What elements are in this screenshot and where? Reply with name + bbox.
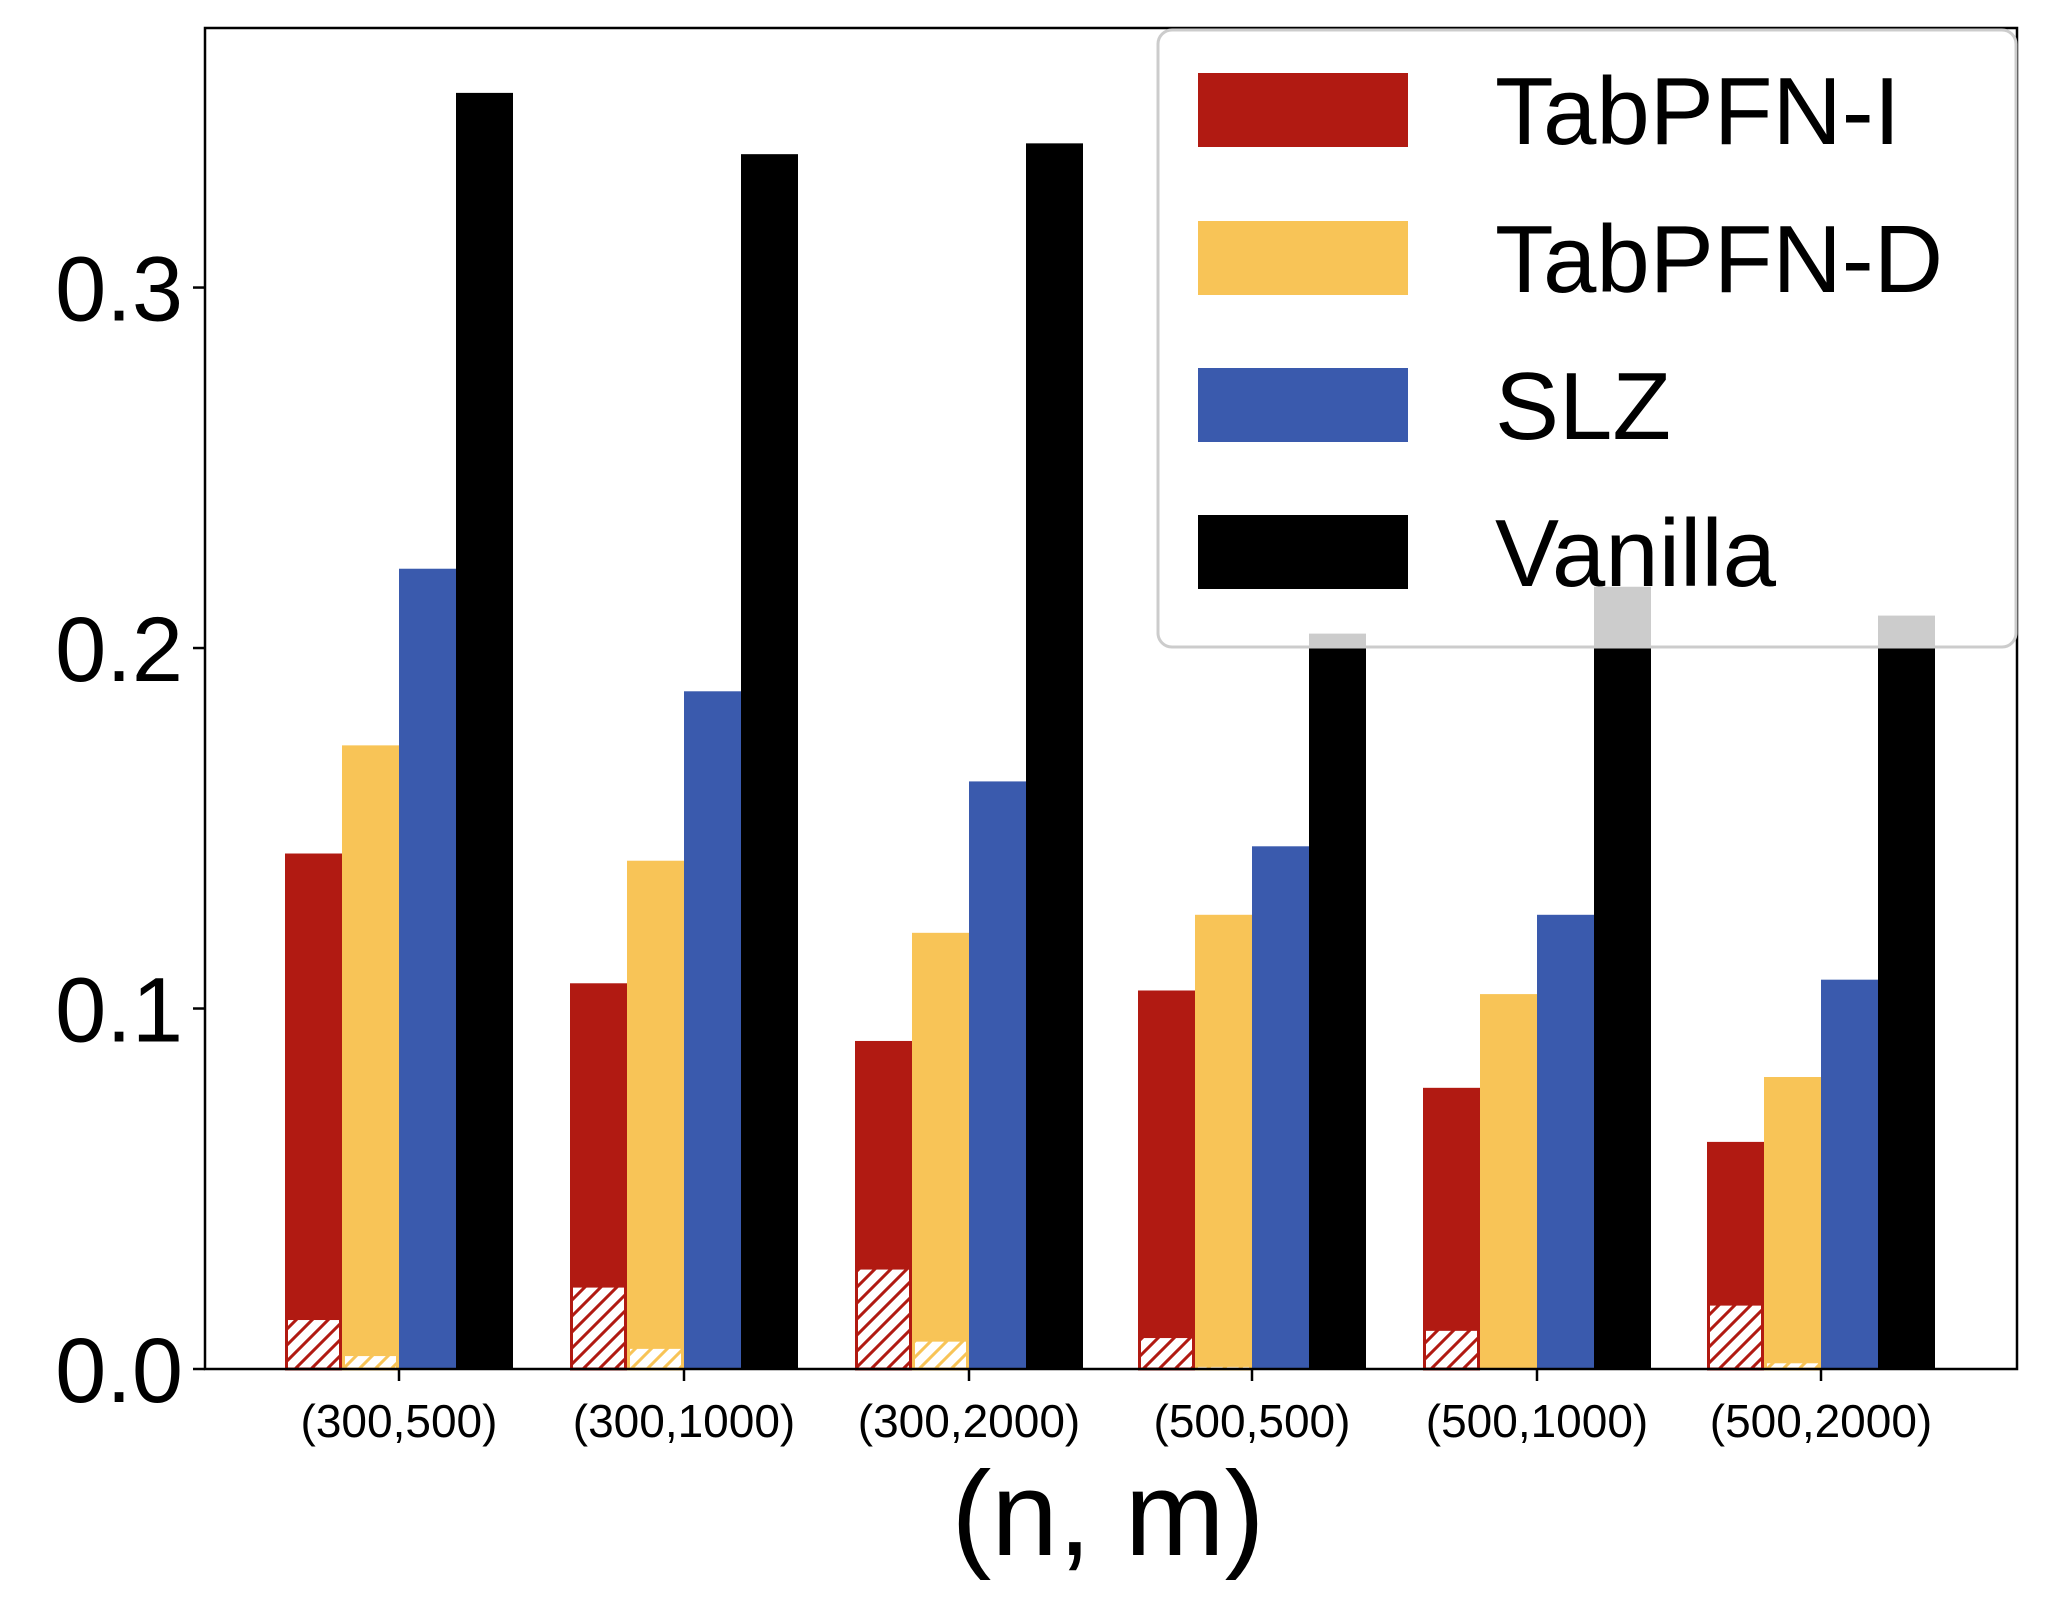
hatched-bar-tabpfn-i-4 bbox=[1138, 1335, 1195, 1371]
bar-slz-4 bbox=[1252, 846, 1309, 1369]
bar-tabpfn-d-1 bbox=[342, 745, 399, 1369]
legend-swatch-tabpfn-d bbox=[1198, 221, 1408, 295]
x-tick-label: (300,1000) bbox=[573, 1395, 796, 1447]
x-tick-label: (300,500) bbox=[301, 1395, 498, 1447]
x-tick-label: (500,1000) bbox=[1426, 1395, 1649, 1447]
legend-label-slz: SLZ bbox=[1495, 353, 1671, 460]
x-tick-label: (500,500) bbox=[1154, 1395, 1351, 1447]
y-tick-label: 0.1 bbox=[55, 960, 183, 1062]
bars-layer bbox=[285, 92, 1935, 1371]
hatched-bar-tabpfn-d-1 bbox=[342, 1353, 399, 1371]
plot-frame bbox=[203, 26, 2019, 1371]
hatched-bar-tabpfn-i-3 bbox=[855, 1266, 912, 1371]
bar-tabpfn-d-5 bbox=[1480, 994, 1537, 1369]
bar-tabpfn-d-2 bbox=[627, 860, 684, 1369]
legend-swatch-slz bbox=[1198, 368, 1408, 442]
bar-vanilla-3 bbox=[1026, 143, 1083, 1369]
legend-swatch-tabpfn-i bbox=[1198, 73, 1408, 147]
legend-box bbox=[1156, 28, 2018, 649]
x-tick-label: (500,2000) bbox=[1710, 1395, 1933, 1447]
bar-vanilla-2 bbox=[741, 154, 798, 1370]
bar-tabpfn-i-4 bbox=[1138, 990, 1195, 1369]
y-tick-label: 0.2 bbox=[55, 599, 183, 701]
bar-vanilla-1 bbox=[456, 92, 513, 1370]
hatched-bar-tabpfn-d-2 bbox=[627, 1345, 684, 1371]
hatched-bar-tabpfn-i-6 bbox=[1707, 1302, 1764, 1371]
bar-tabpfn-d-6 bbox=[1764, 1077, 1821, 1369]
bar-slz-5 bbox=[1537, 914, 1594, 1369]
axes-layer: 0.0 0.1 0.2 0.3 (300,500) (300,1000) (300,2000… bbox=[55, 26, 2019, 1447]
hatched-bar-tabpfn-i-2 bbox=[570, 1284, 627, 1371]
hatched-bar-tabpfn-i-5 bbox=[1423, 1327, 1480, 1371]
bar-slz-3 bbox=[969, 781, 1026, 1369]
legend-label-vanilla: Vanilla bbox=[1495, 500, 1777, 607]
hatched-bar-tabpfn-d-3 bbox=[912, 1338, 969, 1371]
legend-label-tabpfn-d: TabPFN-D bbox=[1495, 206, 1943, 313]
bar-slz-2 bbox=[684, 691, 741, 1369]
bar-tabpfn-d-4 bbox=[1195, 914, 1252, 1369]
y-tick-label: 0.3 bbox=[55, 239, 183, 341]
bar-slz-6 bbox=[1821, 979, 1878, 1369]
bar-vanilla-4 bbox=[1309, 633, 1366, 1369]
x-axis-label: (n, m) bbox=[951, 1447, 1264, 1581]
legend-swatch-vanilla bbox=[1198, 515, 1408, 589]
y-tick-label: 0.0 bbox=[55, 1320, 183, 1422]
bar-tabpfn-i-5 bbox=[1423, 1087, 1480, 1369]
legend: TabPFN-I TabPFN-D SLZ Vanilla bbox=[1156, 28, 2018, 649]
bar-vanilla-6 bbox=[1878, 615, 1935, 1369]
hatched-bar-tabpfn-i-1 bbox=[285, 1317, 342, 1371]
x-tick-label: (300,2000) bbox=[858, 1395, 1081, 1447]
bar-tabpfn-i-1 bbox=[285, 853, 342, 1369]
bar-tabpfn-d-3 bbox=[912, 932, 969, 1369]
bar-slz-1 bbox=[399, 568, 456, 1369]
bar-vanilla-5 bbox=[1594, 586, 1651, 1369]
legend-label-tabpfn-i: TabPFN-I bbox=[1495, 58, 1900, 165]
